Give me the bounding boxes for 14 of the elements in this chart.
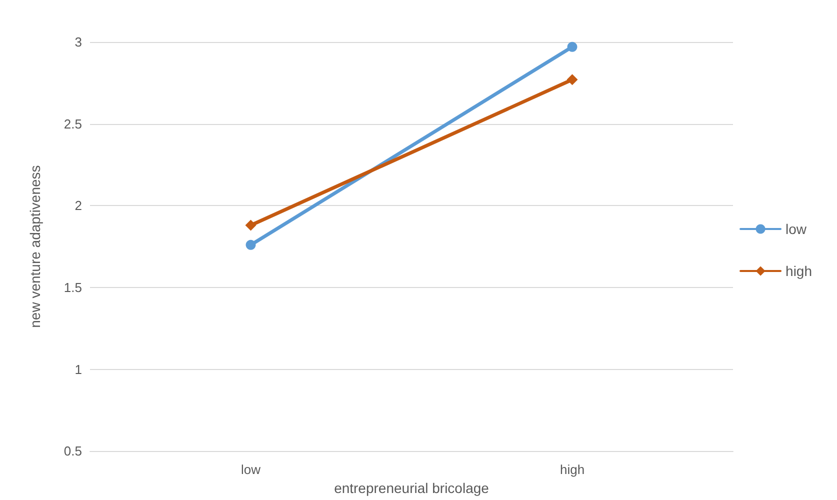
point	[246, 240, 256, 250]
y-tick-label: 0.5	[64, 444, 82, 459]
point	[245, 220, 256, 231]
legend-label: high	[786, 263, 812, 279]
y-tick-label: 3	[74, 34, 82, 50]
point	[567, 42, 578, 52]
point	[566, 74, 578, 86]
y-tick-label: 1.5	[64, 280, 82, 295]
y-tick-label: 2	[74, 198, 82, 214]
legend-label: low	[786, 221, 808, 237]
x-axis-title: entrepreneurial bricolage	[334, 480, 490, 496]
y-tick-label: 2.5	[64, 116, 82, 132]
y-tick-label: 1	[74, 362, 82, 377]
y-axis-title: new venture adaptiveness	[27, 165, 43, 328]
